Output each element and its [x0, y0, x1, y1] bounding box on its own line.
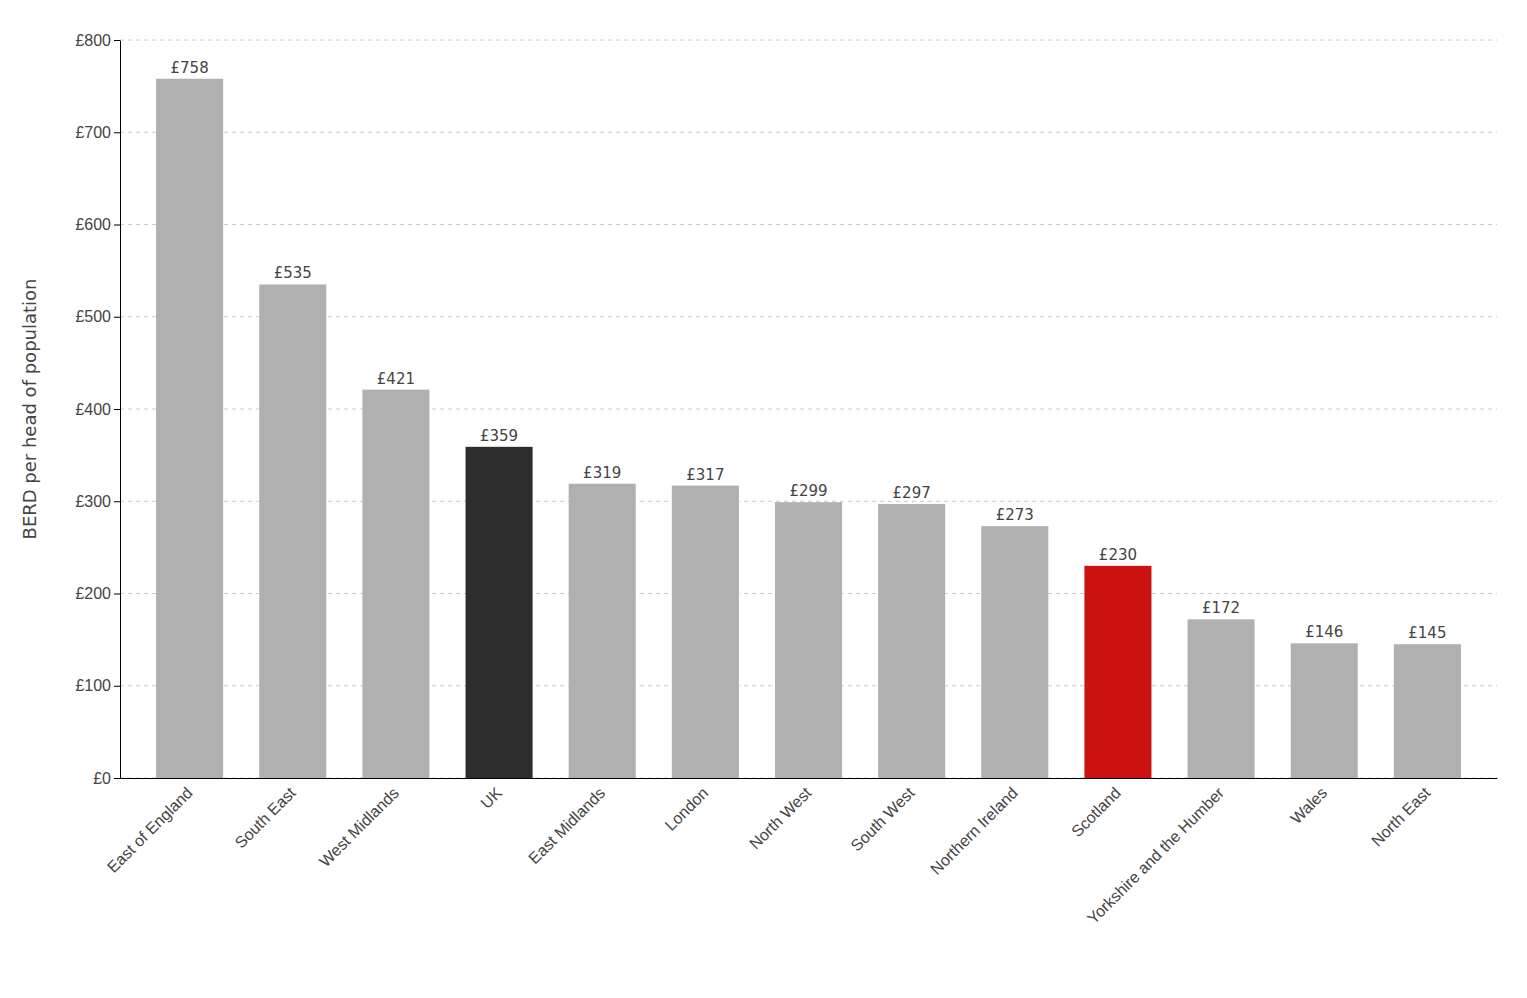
bar: [775, 502, 842, 778]
bar: [362, 390, 429, 778]
bar: [259, 284, 326, 778]
data-labels: £758 £535 £421 £359 £319 £317 £299 £297 £273 £230…: [171, 59, 1447, 642]
grid-line: [120, 501, 1497, 502]
y-axis: £0 £100 £200 £300 £400 £500 £600 £700 £800: [75, 32, 120, 787]
y-tick-label: £500: [75, 308, 111, 325]
y-tick-label: £700: [75, 124, 111, 141]
y-tick: £400: [75, 401, 120, 418]
data-label: £145: [1408, 624, 1446, 642]
data-label: £319: [583, 464, 621, 482]
x-tick: West Midlands: [316, 784, 402, 870]
data-label: £317: [686, 466, 724, 484]
y-tick-mark: [114, 225, 120, 226]
bar: [1291, 643, 1358, 778]
grid-line: [120, 40, 1497, 41]
y-tick: £500: [75, 308, 120, 325]
x-tick-label: Scotland: [1068, 784, 1124, 840]
bar: [981, 526, 1048, 778]
y-tick-mark: [114, 40, 120, 41]
bar: [156, 79, 223, 778]
x-tick: Northern Ireland: [927, 784, 1021, 878]
bar: [466, 447, 533, 778]
grid-line: [120, 316, 1497, 317]
chart: £0 £100 £200 £300 £400 £500 £600 £700 £800 East o…: [0, 0, 1527, 998]
y-tick-mark: [114, 501, 120, 502]
y-tick: £800: [75, 32, 120, 49]
bar: [672, 486, 739, 778]
y-tick-mark: [114, 686, 120, 687]
y-axis-title: BERD per head of population: [19, 279, 40, 540]
y-tick-mark: [114, 409, 120, 410]
bar: [569, 484, 636, 778]
x-tick: UK: [477, 784, 505, 812]
data-label: £297: [893, 484, 931, 502]
bar: [1188, 619, 1255, 778]
bars: [156, 79, 1461, 778]
data-label: £273: [996, 506, 1034, 524]
data-label: £359: [480, 427, 518, 445]
y-tick: £600: [75, 216, 120, 233]
x-tick: East Midlands: [525, 784, 608, 867]
x-tick: South East: [231, 784, 299, 852]
y-tick-mark: [114, 317, 120, 318]
y-tick-mark: [114, 594, 120, 595]
x-tick: East of England: [104, 784, 196, 876]
x-tick-label: South West: [847, 784, 918, 855]
y-tick-label: £400: [75, 401, 111, 418]
y-tick: £700: [75, 124, 120, 141]
x-tick-label: East Midlands: [525, 784, 608, 867]
data-label: £172: [1202, 599, 1240, 617]
x-tick: Yorkshire and the Humber: [1084, 784, 1228, 928]
y-tick: £0: [93, 770, 120, 787]
x-tick-label: Northern Ireland: [927, 784, 1021, 878]
y-axis-line: [120, 41, 121, 779]
y-tick-label: £600: [75, 216, 111, 233]
x-tick-label: North East: [1368, 784, 1434, 850]
x-tick-label: East of England: [104, 784, 196, 876]
x-tick: Wales: [1287, 784, 1330, 827]
x-axis: East of England South EastWest Midlands UK…: [104, 779, 1498, 928]
y-tick-label: £0: [93, 770, 111, 787]
data-label: £299: [789, 482, 827, 500]
data-label: £758: [171, 59, 209, 77]
x-tick: North East: [1368, 784, 1434, 850]
x-tick-label: Yorkshire and the Humber: [1084, 784, 1228, 928]
grid-line: [120, 224, 1497, 225]
data-label: £230: [1099, 546, 1137, 564]
y-tick: £200: [75, 585, 120, 602]
bar: [878, 504, 945, 778]
data-label: £146: [1305, 623, 1343, 641]
y-tick-mark: [114, 778, 120, 779]
grid: [120, 40, 1497, 778]
x-tick: Scotland: [1068, 784, 1124, 840]
y-tick: £300: [75, 493, 120, 510]
grid-line: [120, 409, 1497, 410]
x-tick-label: West Midlands: [316, 784, 402, 870]
x-tick-label: Wales: [1287, 784, 1330, 827]
y-tick-mark: [114, 132, 120, 133]
x-tick: North West: [746, 784, 815, 853]
x-tick-label: North West: [746, 784, 815, 853]
y-tick-label: £300: [75, 493, 111, 510]
y-tick-label: £100: [75, 677, 111, 694]
bar: [1084, 566, 1151, 778]
x-axis-line: [121, 778, 1498, 779]
data-label: £535: [274, 264, 312, 282]
grid-line: [120, 132, 1497, 133]
data-label: £421: [377, 370, 415, 388]
x-tick: London: [662, 784, 712, 834]
y-tick: £100: [75, 677, 120, 694]
x-tick-label: UK: [477, 784, 505, 812]
y-tick-label: £200: [75, 585, 111, 602]
bar: [1394, 644, 1461, 778]
plot: £0 £100 £200 £300 £400 £500 £600 £700 £800 East o…: [75, 32, 1497, 927]
y-tick-label: £800: [75, 32, 111, 49]
x-tick: South West: [847, 784, 918, 855]
x-tick-label: South East: [231, 784, 299, 852]
x-tick-label: London: [662, 784, 712, 834]
